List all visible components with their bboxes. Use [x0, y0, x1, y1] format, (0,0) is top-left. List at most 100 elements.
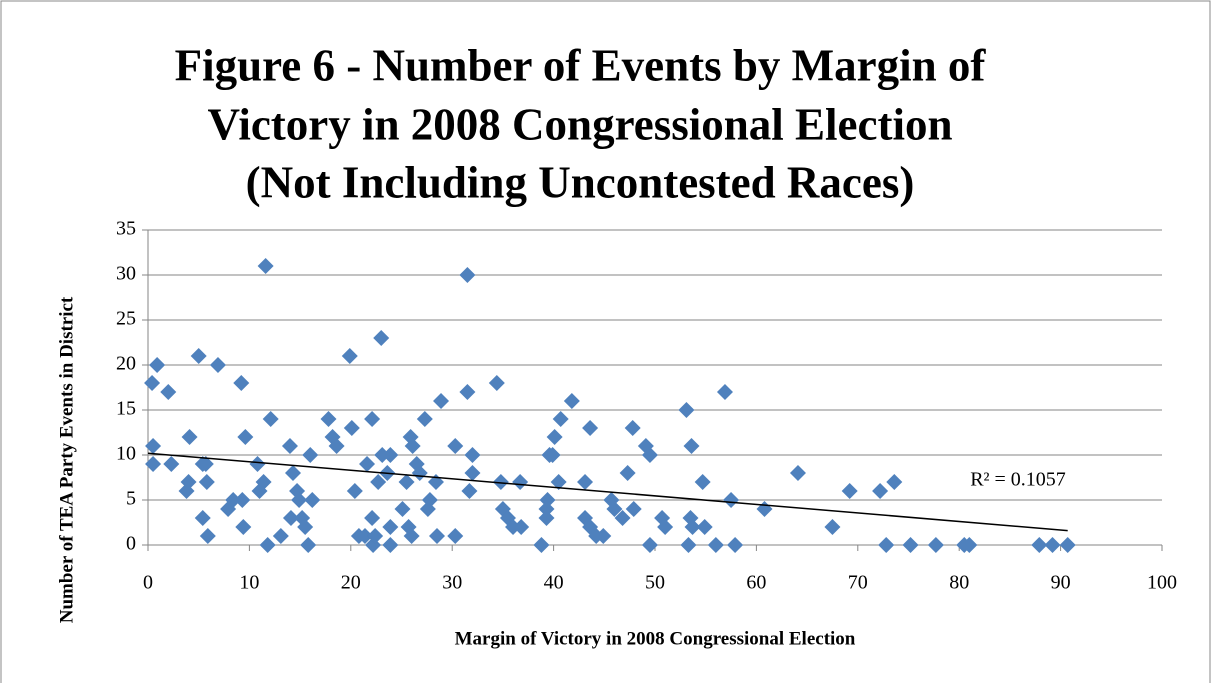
data-point [872, 483, 889, 499]
y-tick-label: 15 [116, 398, 136, 420]
data-point [694, 474, 711, 490]
data-point [374, 447, 391, 463]
data-point [546, 429, 563, 445]
data-point [373, 330, 390, 346]
data-point [539, 492, 556, 508]
data-point [707, 537, 724, 553]
data-point [343, 420, 360, 436]
data-point [370, 474, 387, 490]
data-point [727, 537, 744, 553]
data-point [696, 519, 713, 535]
x-tick-label: 0 [143, 572, 153, 594]
y-tick-label: 10 [116, 443, 136, 465]
x-tick-label: 30 [442, 572, 462, 594]
x-axis-title: Margin of Victory in 2008 Congressional … [455, 628, 856, 649]
data-point [262, 411, 279, 427]
data-point [233, 375, 250, 391]
data-point [878, 537, 895, 553]
data-point [382, 537, 399, 553]
data-point [684, 519, 701, 535]
y-tick-label: 35 [116, 218, 136, 240]
data-point [550, 474, 567, 490]
data-point [723, 492, 740, 508]
data-point [1031, 537, 1048, 553]
data-point [447, 528, 464, 544]
data-point [841, 483, 858, 499]
data-point [367, 528, 384, 544]
data-point [464, 447, 481, 463]
data-point [234, 492, 251, 508]
y-tick-label: 5 [126, 488, 136, 510]
data-point [328, 438, 345, 454]
data-point [641, 537, 658, 553]
data-point [416, 411, 433, 427]
chart-title: (Not Including Uncontested Races) [246, 157, 915, 207]
data-point [961, 537, 978, 553]
data-point [364, 510, 381, 526]
data-point [302, 447, 319, 463]
data-point [394, 501, 411, 517]
chart-title: Figure 6 - Number of Events by Margin of [175, 40, 987, 90]
data-point [285, 465, 302, 481]
data-point [625, 501, 642, 517]
data-point [505, 519, 522, 535]
x-tick-label: 70 [848, 572, 868, 594]
data-point [180, 474, 197, 490]
data-point [194, 510, 211, 526]
data-point [488, 375, 505, 391]
data-point [433, 393, 450, 409]
data-point [403, 528, 420, 544]
x-tick-label: 100 [1147, 572, 1177, 594]
trendline [147, 452, 1068, 532]
data-point [197, 456, 214, 472]
x-tick-label: 40 [544, 572, 564, 594]
data-point [320, 411, 337, 427]
data-point [297, 519, 314, 535]
data-point [281, 438, 298, 454]
data-point [237, 429, 254, 445]
trendline-label: R² = 0.1057 [970, 469, 1066, 491]
chart-title: Victory in 2008 Congressional Election [208, 99, 953, 149]
y-tick-label: 0 [126, 533, 136, 555]
data-point [225, 492, 242, 508]
data-point [272, 528, 289, 544]
data-point [459, 384, 476, 400]
data-point [428, 528, 445, 544]
data-point [577, 474, 594, 490]
data-point [145, 438, 162, 454]
data-point [447, 438, 464, 454]
data-point [582, 420, 599, 436]
data-point [144, 375, 161, 391]
data-point [163, 456, 180, 472]
data-point [683, 438, 700, 454]
data-point [461, 483, 478, 499]
x-tick-label: 50 [645, 572, 665, 594]
data-point [304, 492, 321, 508]
data-point [181, 429, 198, 445]
data-point [619, 465, 636, 481]
data-point [789, 465, 806, 481]
data-point [364, 411, 381, 427]
data-point [282, 510, 299, 526]
data-point [149, 357, 166, 373]
data-point [404, 438, 421, 454]
data-point [300, 537, 317, 553]
data-point [259, 537, 276, 553]
data-point [1059, 537, 1076, 553]
data-point [459, 267, 476, 283]
data-point [291, 492, 308, 508]
x-tick-label: 90 [1051, 572, 1071, 594]
data-point [716, 384, 733, 400]
data-point [209, 357, 226, 373]
data-point [257, 258, 274, 274]
data-point [563, 393, 580, 409]
data-point [902, 537, 919, 553]
data-point [382, 519, 399, 535]
data-point [145, 456, 162, 472]
data-point [552, 411, 569, 427]
data-point [624, 420, 641, 436]
data-point [199, 528, 216, 544]
